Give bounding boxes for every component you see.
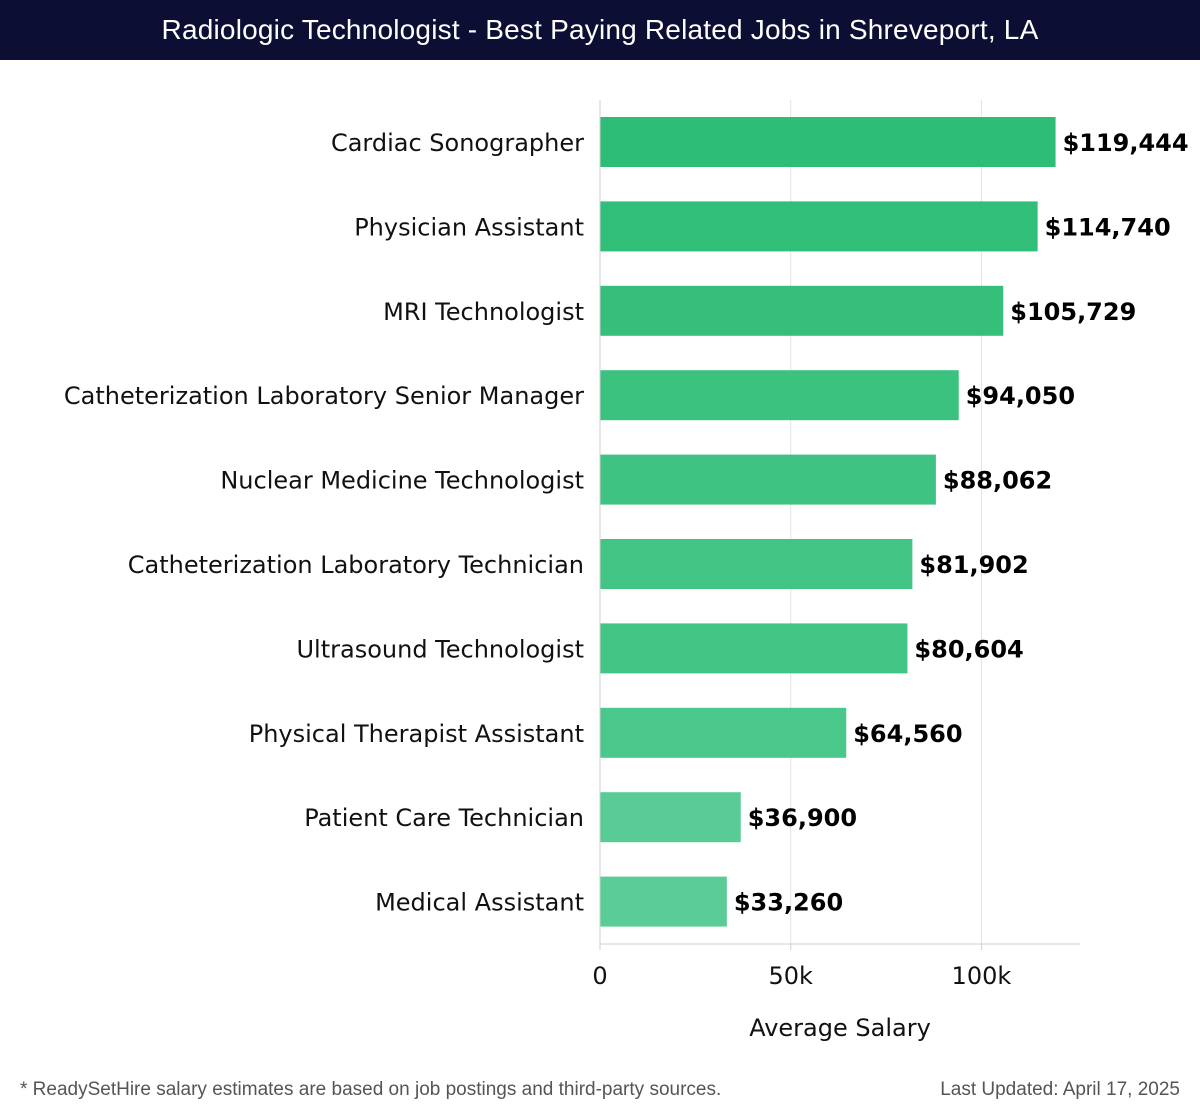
category-label: Medical Assistant xyxy=(375,889,584,917)
value-label: $33,260 xyxy=(734,889,843,917)
category-label: Nuclear Medicine Technologist xyxy=(220,467,584,495)
x-tick-label: 50k xyxy=(768,962,813,990)
category-label: Physical Therapist Assistant xyxy=(249,720,584,748)
bar xyxy=(600,370,959,421)
value-label: $94,050 xyxy=(966,382,1075,410)
x-tick-label: 0 xyxy=(592,962,607,990)
value-label: $64,560 xyxy=(853,720,962,748)
bar xyxy=(600,792,741,843)
category-label: Ultrasound Technologist xyxy=(296,635,584,663)
bar xyxy=(600,454,936,505)
chart-title: Radiologic Technologist - Best Paying Re… xyxy=(161,14,1039,45)
bar xyxy=(600,707,847,758)
category-label: MRI Technologist xyxy=(383,298,584,326)
category-label: Physician Assistant xyxy=(354,213,584,241)
category-label: Catheterization Laboratory Senior Manage… xyxy=(64,382,584,410)
bar xyxy=(600,117,1056,167)
bar xyxy=(600,876,727,927)
x-tick-label: 100k xyxy=(952,962,1012,990)
bar xyxy=(600,623,908,674)
x-axis-title: Average Salary xyxy=(749,1014,931,1042)
title-bar: Radiologic Technologist - Best Paying Re… xyxy=(0,0,1200,60)
category-label: Cardiac Sonographer xyxy=(331,129,584,157)
value-label: $119,444 xyxy=(1063,129,1189,157)
footer-note: * ReadySetHire salary estimates are base… xyxy=(20,1079,722,1100)
bar xyxy=(600,285,1004,336)
value-label: $88,062 xyxy=(943,467,1052,495)
category-label: Patient Care Technician xyxy=(304,804,584,832)
value-label: $81,902 xyxy=(919,551,1028,579)
bar xyxy=(600,201,1038,252)
bar xyxy=(600,539,913,589)
value-label: $114,740 xyxy=(1045,213,1171,241)
value-label: $80,604 xyxy=(914,635,1023,663)
footer-updated: Last Updated: April 17, 2025 xyxy=(940,1079,1180,1100)
category-label: Catheterization Laboratory Technician xyxy=(128,551,584,579)
value-label: $36,900 xyxy=(748,804,857,832)
value-label: $105,729 xyxy=(1010,298,1136,326)
